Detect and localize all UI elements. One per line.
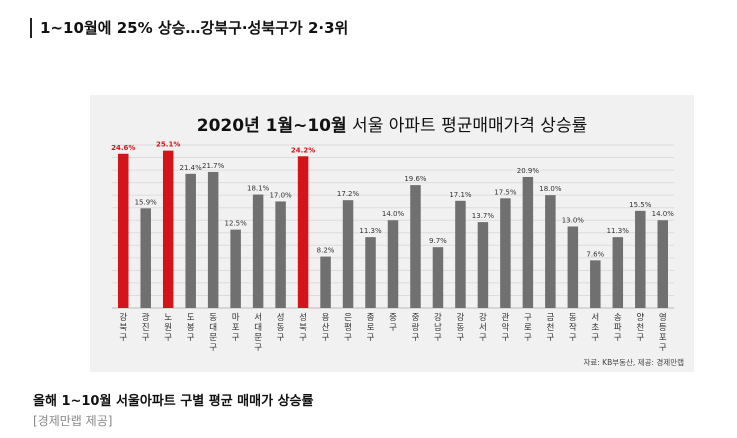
bar (230, 229, 241, 308)
bar (320, 256, 331, 308)
bar-value-label: 13.7% (472, 212, 495, 220)
bar (185, 173, 196, 308)
bar (410, 185, 421, 308)
chart-title-rest: 서울 아파트 평균매매가격 상승률 (347, 116, 588, 136)
bar (612, 237, 624, 308)
bar (162, 150, 174, 308)
headline: 1~10월에 25% 상승…강북구·성북구가 2·3위 (30, 18, 348, 38)
figure-caption: 올해 1~10월 서울아파트 구별 평균 매매가 상승률 (33, 394, 314, 409)
bar-value-label: 21.7% (202, 162, 225, 170)
bar (567, 226, 579, 308)
bar-value-label: 13.0% (562, 217, 585, 225)
bar (522, 176, 534, 308)
bar (500, 198, 511, 308)
bar-chart: 2020년 1월~10월 서울 아파트 평균매매가격 상승률 24.6% 15.9… (111, 116, 684, 367)
bar (455, 200, 466, 308)
bar-value-label: 14.0% (652, 210, 675, 218)
bar-value-label: 21.4% (180, 164, 203, 172)
bar (387, 220, 399, 308)
bar-value-label: 18.0% (539, 185, 562, 193)
bar-value-label: 24.2% (291, 146, 315, 154)
image-credit: [경제만랩 제공] (33, 414, 113, 428)
bar-value-label: 17.5% (494, 188, 517, 196)
bar (365, 237, 376, 308)
chart-figure: 2020년 1월~10월 서울 아파트 평균매매가격 상승률 24.6% 15.9… (90, 95, 694, 372)
bar-value-label: 12.5% (225, 220, 248, 228)
chart-title: 2020년 1월~10월 서울 아파트 평균매매가격 상승률 (197, 116, 587, 136)
bar (207, 171, 219, 308)
bar (252, 194, 264, 308)
chart-title-bold: 2020년 1월~10월 (197, 116, 347, 136)
bar (477, 222, 489, 308)
bar-value-label: 17.1% (449, 191, 472, 199)
chart-source: 자료: KB부동산, 제공: 경제만랩 (583, 357, 684, 367)
bar-value-label: 17.0% (269, 191, 292, 199)
chart-value-labels: 24.6% 15.9% 25.1% 21.4% 21.7% 12.5% 18.1%17.0%… (111, 141, 674, 259)
bar-value-label: 18.1% (247, 185, 270, 193)
bar-value-label: 14.0% (382, 210, 405, 218)
bar-value-label: 11.3% (359, 227, 382, 235)
bar-value-label: 8.2% (317, 247, 335, 255)
bar-value-label: 11.3% (607, 227, 630, 235)
bar (635, 210, 646, 308)
bar-value-label: 15.5% (629, 201, 652, 209)
bar-value-label: 7.6% (586, 250, 604, 258)
bar (432, 247, 444, 308)
bar-value-label: 19.6% (404, 175, 427, 183)
chart-category-labels: 강 북 구 광 진 구 노 원 구 도 봉 구 동 대 문 구 마 포 구 서 대 문 구 성 동 구 성 북 구 용 산 구 은 평 구 종 로 구 중 구… (119, 312, 667, 353)
bar (657, 220, 669, 308)
bar (545, 195, 556, 308)
bar-value-label: 24.6% (111, 144, 135, 152)
chart-bars (117, 150, 669, 308)
bar (590, 260, 601, 308)
bar-value-label: 15.9% (135, 198, 158, 206)
bar-value-label: 20.9% (517, 167, 540, 175)
bar-value-label: 17.2% (337, 190, 360, 198)
bar-value-label: 9.7% (429, 237, 447, 245)
bar (275, 201, 286, 308)
bar (140, 208, 151, 308)
bar (342, 200, 354, 308)
bar (297, 156, 309, 308)
bar (117, 153, 129, 308)
bar-value-label: 25.1% (156, 141, 180, 149)
